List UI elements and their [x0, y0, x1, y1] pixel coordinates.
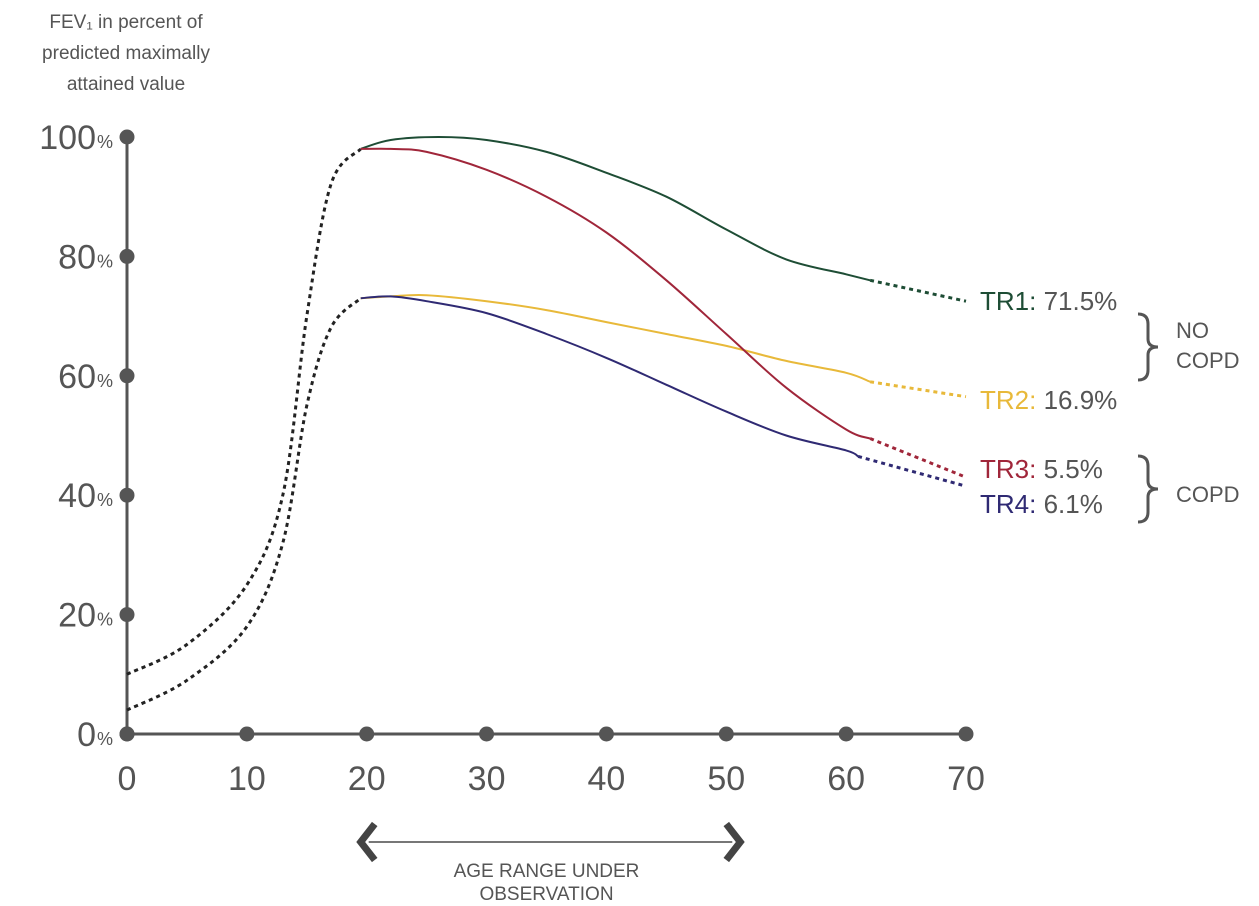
copd-group-brackets: NO COPD COPD	[1137, 312, 1240, 524]
y-tick-dot	[119, 368, 135, 384]
x-tick-dot	[479, 726, 495, 742]
y-tick-label: 80	[58, 238, 96, 276]
childhood-growth-curves	[126, 147, 362, 712]
series-label-colon: :	[1029, 489, 1036, 519]
y-tick-dot	[119, 129, 135, 145]
group-label: NO	[1176, 318, 1209, 343]
series-line-tr3	[360, 147, 871, 440]
series-label-name: TR1	[980, 286, 1029, 316]
series-label-colon: :	[1029, 454, 1036, 484]
x-tick-dot	[119, 726, 135, 742]
y-tick-dot	[119, 487, 135, 503]
group-brace	[1137, 312, 1159, 382]
y-tick-label: 100	[39, 119, 96, 157]
series-label-name: TR3	[980, 454, 1029, 484]
y-tick-unit: %	[97, 132, 113, 152]
series-extension-tr1	[869, 278, 967, 303]
series-label-tr2: TR2: 16.9%	[980, 385, 1117, 415]
y-axis-title-line: predicted maximally	[42, 43, 210, 64]
series-extension-tr4	[857, 454, 967, 488]
series-line-tr4	[360, 295, 859, 458]
series-label-tr4: TR4: 6.1%	[980, 489, 1103, 519]
series-label-tr1: TR1: 71.5%	[980, 286, 1117, 316]
y-tick-label: 0	[77, 716, 96, 754]
series-label-colon: :	[1029, 286, 1036, 316]
x-tick-label: 40	[588, 760, 626, 798]
group-label: COPD	[1176, 348, 1240, 373]
series-label-tr3: TR3: 5.5%	[980, 454, 1103, 484]
x-tick-label: 30	[468, 760, 506, 798]
x-tick-label: 0	[118, 760, 137, 798]
y-tick-unit: %	[97, 371, 113, 391]
x-tick-dot	[598, 726, 614, 742]
series-label-colon: :	[1029, 385, 1036, 415]
y-tick-unit: %	[97, 610, 113, 630]
series-label-name: TR4	[980, 489, 1029, 519]
age-range-right-chevron	[723, 821, 745, 863]
x-tick-dot	[359, 726, 375, 742]
childhood-curve	[126, 297, 362, 712]
x-tick-label: 50	[707, 760, 745, 798]
series-label-value: 71.5%	[1036, 286, 1117, 316]
series-line-tr1	[360, 135, 871, 282]
y-tick-unit: %	[97, 729, 113, 749]
trajectory-labels: TR1: 71.5%TR2: 16.9%TR3: 5.5%TR4: 6.1%	[980, 286, 1117, 519]
x-tick-dot	[838, 726, 854, 742]
y-tick-dot	[119, 607, 135, 623]
x-tick-label: 60	[827, 760, 865, 798]
axes	[125, 137, 966, 736]
series-label-value: 16.9%	[1036, 385, 1117, 415]
age-range-left-chevron	[356, 821, 378, 863]
x-tick-dot	[958, 726, 974, 742]
x-tick-dot	[239, 726, 255, 742]
trajectory-series	[360, 135, 967, 488]
y-tick-dot	[119, 248, 135, 264]
x-tick-label: 10	[228, 760, 266, 798]
series-label-name: TR2	[980, 385, 1029, 415]
series-extension-tr2	[869, 380, 967, 399]
y-tick-label: 20	[58, 597, 96, 635]
x-tick-dot	[718, 726, 734, 742]
y-axis-title: FEV₁ in percent of predicted maximally att…	[42, 12, 210, 95]
y-tick-unit: %	[97, 490, 113, 510]
y-tick-label: 60	[58, 358, 96, 396]
y-tick-label: 40	[58, 477, 96, 515]
series-line-tr2	[360, 293, 871, 383]
series-label-value: 6.1%	[1036, 489, 1103, 519]
y-axis-title-line: FEV₁ in percent of	[49, 12, 203, 33]
series-extension-tr3	[869, 437, 967, 479]
age-range-label: AGE RANGE UNDER	[454, 861, 640, 882]
y-ticks: 100 %80 %60 %40 %20 %0%	[39, 119, 135, 754]
x-tick-label: 20	[348, 760, 386, 798]
y-axis-title-line: attained value	[67, 74, 185, 95]
x-ticks: 0 10 20 30 40 50 60 70	[118, 726, 985, 798]
x-tick-label: 70	[947, 760, 985, 798]
y-tick-unit: %	[97, 251, 113, 271]
group-label: COPD	[1176, 482, 1240, 507]
age-range-label: OBSERVATION	[479, 884, 613, 905]
childhood-curve	[126, 147, 362, 676]
group-brace	[1137, 454, 1159, 524]
series-label-value: 5.5%	[1036, 454, 1103, 484]
